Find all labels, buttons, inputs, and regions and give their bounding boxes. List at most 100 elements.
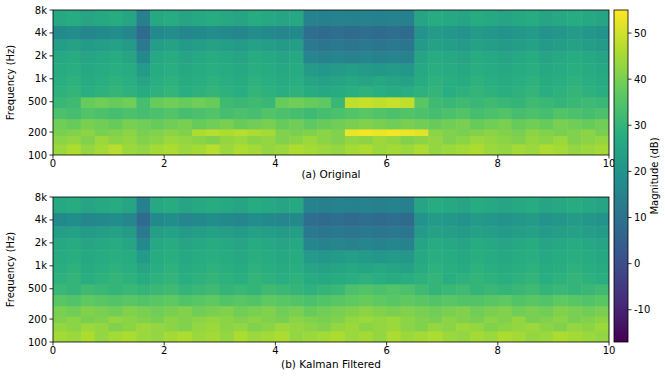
cell xyxy=(456,39,470,51)
cell xyxy=(470,51,484,64)
cell xyxy=(275,136,289,145)
heatmap-cells xyxy=(53,10,609,155)
cell xyxy=(567,273,581,284)
cell xyxy=(401,197,415,213)
cell xyxy=(526,323,540,332)
cell xyxy=(136,284,150,295)
cell xyxy=(262,197,276,213)
cell xyxy=(484,331,498,342)
cell xyxy=(220,197,234,213)
cell xyxy=(192,119,206,130)
cell xyxy=(289,331,303,342)
cell xyxy=(567,295,581,307)
cell xyxy=(442,63,456,76)
y-tick xyxy=(50,288,54,289)
cell xyxy=(526,129,540,136)
cell xyxy=(401,295,415,307)
cell xyxy=(512,323,526,332)
cell xyxy=(595,108,609,120)
cell xyxy=(331,263,345,274)
cell xyxy=(248,306,262,317)
y-tick-label: 1k xyxy=(35,73,47,84)
cell xyxy=(581,238,595,251)
y-tick xyxy=(50,132,54,133)
cell xyxy=(567,306,581,317)
y-tick xyxy=(50,32,54,33)
cell xyxy=(512,295,526,307)
cell xyxy=(387,197,401,213)
cell xyxy=(178,26,192,40)
cell xyxy=(331,295,345,307)
cell xyxy=(470,97,484,108)
cell xyxy=(540,86,554,97)
cell xyxy=(470,136,484,145)
cell xyxy=(512,26,526,40)
cell xyxy=(206,119,220,130)
cell xyxy=(401,323,415,332)
cell xyxy=(164,306,178,317)
cell xyxy=(303,263,317,274)
cell xyxy=(498,263,512,274)
cell xyxy=(456,136,470,145)
cell xyxy=(373,263,387,274)
cell xyxy=(220,129,234,136)
cell xyxy=(401,250,415,263)
y-axis-label: Frequency (Hz) xyxy=(5,232,16,308)
cell xyxy=(289,273,303,284)
cell xyxy=(81,263,95,274)
cell xyxy=(67,39,81,51)
cell xyxy=(387,331,401,342)
cell xyxy=(81,323,95,332)
cell xyxy=(109,136,123,145)
cell xyxy=(192,263,206,274)
cell xyxy=(540,197,554,213)
cell xyxy=(164,331,178,342)
x-tick-label: 10 xyxy=(603,158,616,169)
cell xyxy=(164,273,178,284)
cell xyxy=(373,51,387,64)
cell xyxy=(123,76,137,87)
cell xyxy=(234,323,248,332)
cell xyxy=(67,144,81,155)
cell xyxy=(498,10,512,26)
cell xyxy=(303,97,317,108)
cell xyxy=(220,250,234,263)
cell xyxy=(81,76,95,87)
cell xyxy=(414,323,428,332)
cell xyxy=(178,108,192,120)
cell xyxy=(53,144,67,155)
x-tick-label: 4 xyxy=(272,158,278,169)
cell xyxy=(359,129,373,136)
cell xyxy=(289,295,303,307)
cell xyxy=(553,86,567,97)
cell xyxy=(262,306,276,317)
cell xyxy=(428,63,442,76)
cell xyxy=(275,108,289,120)
cell xyxy=(345,316,359,323)
cell xyxy=(345,136,359,145)
cell xyxy=(359,51,373,64)
cell xyxy=(303,76,317,87)
cell xyxy=(387,119,401,130)
cell xyxy=(498,86,512,97)
cell xyxy=(553,63,567,76)
cell xyxy=(526,213,540,227)
cell xyxy=(442,331,456,342)
cell xyxy=(567,250,581,263)
cell xyxy=(526,26,540,40)
cell xyxy=(67,86,81,97)
cell xyxy=(401,144,415,155)
cell xyxy=(53,238,67,251)
cell xyxy=(331,273,345,284)
cell xyxy=(109,306,123,317)
cell xyxy=(164,76,178,87)
cell xyxy=(234,119,248,130)
cell xyxy=(164,26,178,40)
cell xyxy=(109,108,123,120)
cell xyxy=(470,323,484,332)
cell xyxy=(164,144,178,155)
cell xyxy=(206,273,220,284)
cell xyxy=(178,323,192,332)
cell xyxy=(442,129,456,136)
colorbar-tick xyxy=(628,263,632,264)
